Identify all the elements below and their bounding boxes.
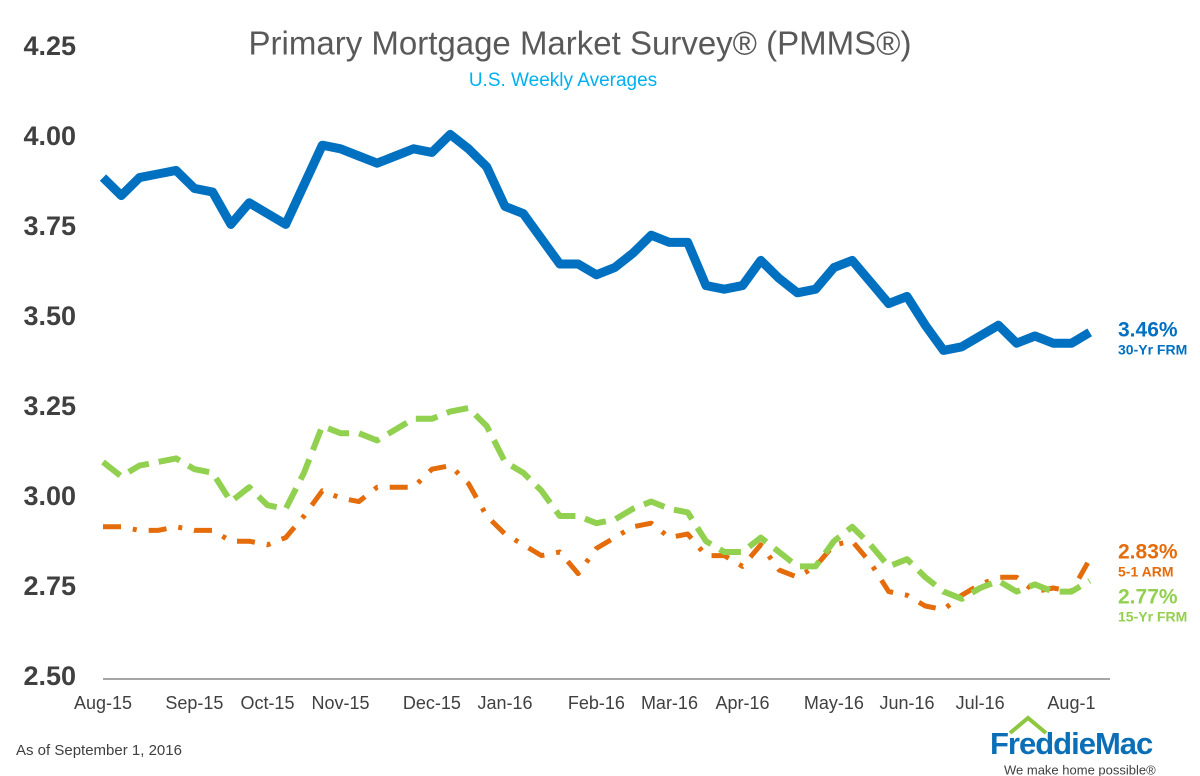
- note: As of September 1, 2016: [16, 742, 182, 759]
- x-tick-label: Jan-16: [477, 693, 532, 713]
- chart-subtitle: U.S. Weekly Averages: [469, 70, 657, 91]
- x-tick-label: Apr-16: [716, 693, 770, 713]
- y-tick-label: 4.00: [23, 121, 76, 151]
- chart-title: Primary Mortgage Market Survey® (PMMS®): [249, 25, 912, 62]
- x-tick-label: Aug-15: [74, 693, 132, 713]
- y-tick-label: 3.75: [23, 211, 76, 241]
- logo-roof: [1008, 715, 1048, 735]
- end-value-label: 2.83%: [1118, 541, 1178, 564]
- legend-label: 30-Yr FRM: [1118, 342, 1187, 358]
- x-tick-label: Mar-16: [641, 693, 698, 713]
- series-line: [99, 129, 1092, 355]
- y-tick-label: 3.25: [23, 391, 76, 421]
- x-tick-label: Jul-16: [956, 693, 1005, 713]
- y-tick-label: 3.50: [23, 301, 76, 331]
- y-tick-label: 2.50: [23, 661, 76, 691]
- x-tick-label: Oct-15: [240, 693, 294, 713]
- x-tick-label: Aug-1: [1047, 693, 1095, 713]
- y-tick-label: 4.25: [23, 31, 76, 61]
- series-line: [103, 463, 1092, 613]
- legend-label: 15-Yr FRM: [1118, 609, 1187, 625]
- series-line: [101, 405, 1092, 602]
- x-tick-label: Nov-15: [312, 693, 370, 713]
- logo: FreddieMac We make home possible®: [990, 715, 1156, 776]
- x-tick-label: May-16: [804, 693, 864, 713]
- y-tick-label: 3.00: [23, 481, 76, 511]
- legend-label: 5-1 ARM: [1118, 564, 1174, 580]
- x-tick-label: Feb-16: [568, 693, 625, 713]
- end-value-label: 2.77%: [1118, 586, 1178, 609]
- logo-tagline: We make home possible®: [1004, 762, 1156, 776]
- y-tick-label: 2.75: [23, 571, 76, 601]
- logo-name: FreddieMac: [990, 726, 1153, 761]
- end-value-label: 3.46%: [1118, 319, 1178, 342]
- x-tick-label: Dec-15: [403, 693, 461, 713]
- x-tick-label: Jun-16: [879, 693, 934, 713]
- x-tick-label: Sep-15: [165, 693, 223, 713]
